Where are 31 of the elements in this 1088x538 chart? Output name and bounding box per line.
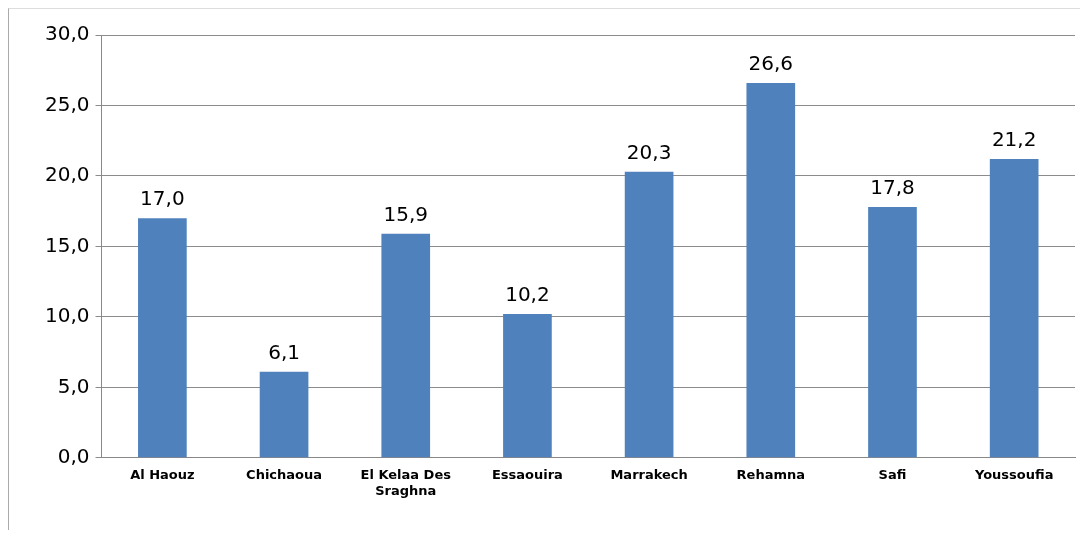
y-tick-label: 25,0 [45,91,90,116]
y-tick-label: 0,0 [57,444,90,468]
data-label: 26,6 [748,51,794,76]
bar [746,82,796,458]
x-tick-label: Chichaoua [246,466,323,482]
y-tick-label: 15,0 [45,232,90,257]
data-label: 10,2 [505,282,550,307]
y-tick-label: 20,0 [45,162,90,187]
x-tick-label: Rehamna [736,466,806,482]
data-label: 17,0 [140,186,185,211]
bar [868,206,917,458]
bar [138,218,187,458]
bar [503,314,552,458]
x-tick-label: Marrakech [610,466,688,482]
x-tick-label: Youssoufia [973,466,1054,482]
bar [989,159,1039,458]
data-label: 15,9 [383,201,429,226]
data-label: 21,2 [991,127,1037,152]
y-tick-label: 30,0 [45,21,90,46]
bar [259,371,309,458]
data-label: 6,1 [268,340,300,365]
bar [381,233,431,458]
x-tick-label: El Kelaa Des Sraghna [360,466,452,498]
x-tick-label: Essaouira [491,466,563,482]
data-label: 20,3 [626,139,672,164]
y-tick-label: 5,0 [57,373,90,398]
bar [624,171,674,458]
y-tick-label: 10,0 [45,303,90,328]
x-tick-label: Al Haouz [130,466,195,482]
data-label: 17,8 [870,175,915,200]
x-tick-label: Safi [878,466,907,482]
